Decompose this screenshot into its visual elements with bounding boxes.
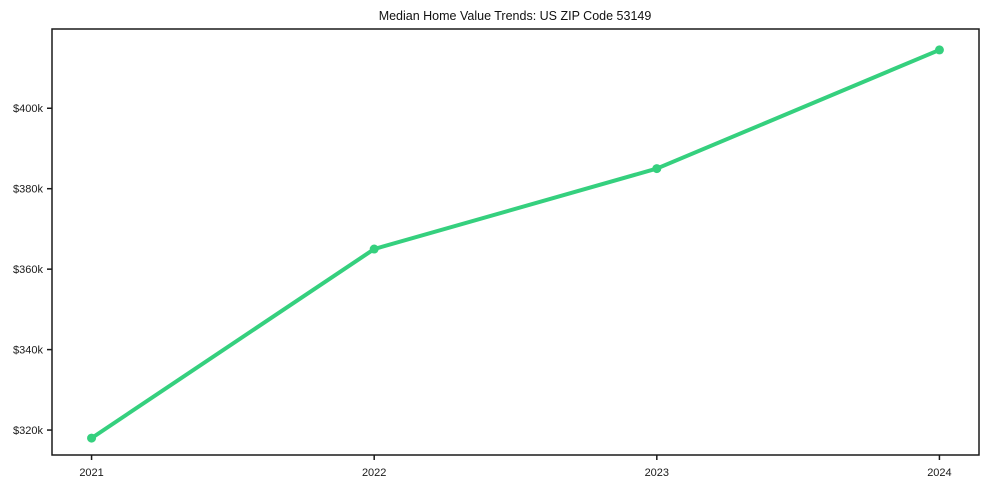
y-tick-label: $320k (13, 425, 43, 437)
y-tick-label: $360k (13, 264, 43, 276)
y-tick-label: $340k (13, 345, 43, 357)
x-tick-label: 2024 (927, 467, 951, 479)
y-tick-label: $400k (13, 103, 43, 115)
y-tick-label: $380k (13, 184, 43, 196)
data-point-marker (369, 244, 379, 254)
chart-title: Median Home Value Trends: US ZIP Code 53… (379, 9, 652, 23)
data-point-marker (87, 433, 97, 443)
data-point-marker (652, 164, 662, 174)
plot-area: $320k $340k $360k $380k $400k 2021 2022 2023 202… (13, 28, 980, 479)
data-point-marker (934, 45, 944, 55)
x-tick-label: 2021 (79, 467, 103, 479)
x-tick-label: 2022 (362, 467, 386, 479)
x-tick-label: 2023 (645, 467, 669, 479)
trend-line (89, 47, 942, 441)
